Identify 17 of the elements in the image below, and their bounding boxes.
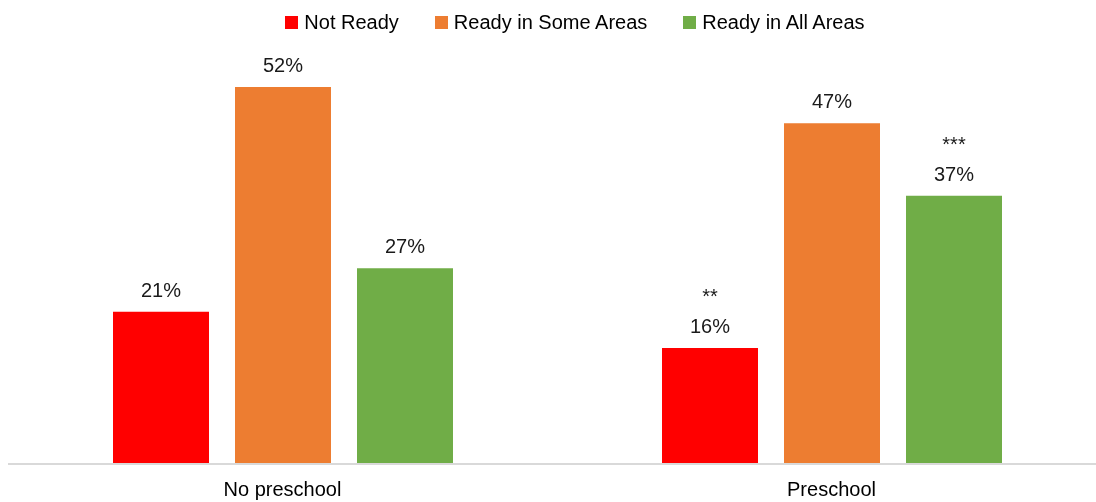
data-label: ** 16% bbox=[689, 285, 731, 337]
bar bbox=[906, 195, 1002, 464]
bar bbox=[113, 311, 209, 464]
legend-label: Ready in Some Areas bbox=[453, 11, 648, 33]
data-label: 47% bbox=[811, 90, 853, 113]
data-label: 21% bbox=[140, 278, 182, 301]
x-tick-label: Preschool bbox=[787, 478, 876, 501]
x-tick-label: No preschool bbox=[223, 478, 342, 501]
bar bbox=[235, 87, 331, 464]
bar bbox=[784, 123, 880, 464]
legend-label: Ready in All Areas bbox=[702, 11, 865, 33]
legend-label: Not Ready bbox=[304, 11, 399, 33]
bar bbox=[357, 268, 453, 464]
bar bbox=[662, 348, 758, 464]
data-label: 52% bbox=[262, 54, 304, 76]
data-label: 27% bbox=[384, 235, 426, 258]
data-label: *** 37% bbox=[933, 132, 975, 185]
